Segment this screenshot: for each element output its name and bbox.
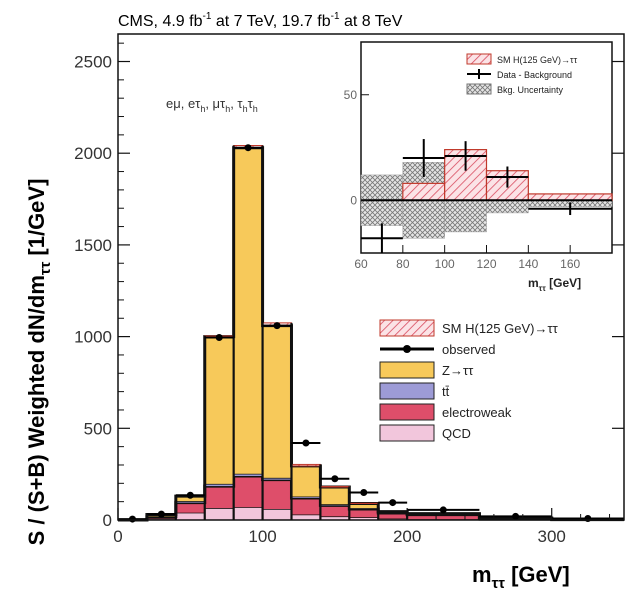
legend-label-2: Z→ττ: [442, 363, 474, 378]
inset-legend-swatch-0: [466, 53, 492, 65]
y-tick-label-4: 2000: [74, 144, 112, 163]
bar-qcd-5: [262, 508, 292, 520]
bar-electroweak-5: [262, 479, 292, 509]
bar-electroweak-6: [291, 497, 321, 515]
y-tick-label-2: 1000: [74, 328, 112, 347]
x-axis-label: mττ [GeV]: [472, 562, 570, 590]
y-axis-label: S / (S+B) Weighted dN/dmττ [1/GeV]: [24, 179, 54, 546]
x-tick-label-2: 200: [393, 527, 421, 546]
legend: SM H(125 GeV)→ττ observed Z→ττ tt̄ electrowe…: [379, 319, 559, 442]
bar-qcd-6: [291, 514, 321, 520]
legend-swatch-4: [379, 403, 435, 421]
inset-legend-label-1: Data - Background: [497, 70, 572, 80]
legend-label-4: electroweak: [442, 405, 512, 420]
inset-plot: 0 50 60 80 100 120 140 160 mττ [GeV] SM H(125 GeV…: [344, 41, 613, 293]
legend-observed-marker: [403, 345, 411, 353]
legend-swatch-0: [379, 319, 435, 337]
inset-signal-1: [402, 182, 446, 201]
bar-z-6: [291, 465, 321, 497]
observed-points: [118, 144, 624, 523]
observed-point-9: [389, 499, 397, 507]
observed-point-8: [360, 488, 368, 496]
observed-point-3: [215, 334, 223, 342]
inset-x-tick-label-2: 100: [435, 257, 455, 271]
observed-point-1: [157, 510, 165, 518]
observed-point-0: [128, 515, 136, 523]
observed-point-11: [512, 512, 520, 520]
bar-tt-3: [204, 483, 234, 487]
inset-y-tick-label-0: 0: [350, 193, 357, 207]
bar-z-7: [320, 486, 350, 505]
bar-electroweak-7: [320, 505, 350, 517]
y-tick-label-5: 2500: [74, 53, 112, 72]
observed-point-2: [186, 491, 194, 499]
legend-label-0: SM H(125 GeV)→ττ: [442, 321, 559, 336]
legend-swatch-5: [379, 424, 435, 442]
bar-z-5: [262, 325, 292, 478]
inset-legend-swatch-2: [466, 83, 492, 95]
observed-point-7: [331, 475, 339, 483]
bar-z-4: [233, 147, 263, 474]
observed-point-10: [439, 506, 447, 514]
inset-x-tick-label-1: 80: [396, 257, 410, 271]
bar-qcd-3: [204, 508, 234, 520]
chart-title: CMS, 4.9 fb-1 at 7 TeV, 19.7 fb-1 at 8 T…: [118, 11, 403, 30]
bar-z-8: [349, 503, 379, 509]
legend-swatch-2: [379, 361, 435, 379]
bar-qcd-7: [320, 516, 350, 520]
bar-electroweak-10: [407, 514, 480, 520]
bar-tt-4: [233, 473, 263, 476]
x-tick-label-1: 100: [248, 527, 276, 546]
legend-label-1: observed: [442, 342, 495, 357]
x-tick-label-0: 0: [113, 527, 122, 546]
bar-tt-5: [262, 477, 292, 480]
bar-qcd-8: [349, 517, 379, 520]
observed-point-4: [244, 144, 252, 152]
inset-legend-label-2: Bkg. Uncertainty: [497, 85, 564, 95]
legend-label-3: tt̄: [442, 384, 450, 399]
inset-x-tick-label-3: 120: [476, 257, 496, 271]
inset-legend-label-0: SM H(125 GeV)→ττ: [497, 55, 578, 65]
channels-label: eμ, eτh, μτh, τhτh: [166, 96, 258, 114]
bar-z-3: [204, 336, 234, 484]
y-tick-label-3: 1500: [74, 236, 112, 255]
inset-x-tick-label-0: 60: [354, 257, 368, 271]
inset-x-tick-label-4: 140: [518, 257, 538, 271]
plot-frame: [117, 33, 625, 521]
bar-qcd-2: [175, 512, 205, 520]
y-tick-label-1: 500: [84, 419, 112, 438]
x-tick-label-3: 300: [538, 527, 566, 546]
bar-smh125gev-6: [290, 463, 321, 467]
observed-point-6: [302, 439, 310, 447]
y-tick-label-0: 0: [103, 511, 112, 530]
inset-y-tick-label-1: 50: [344, 88, 358, 102]
legend-label-5: QCD: [442, 426, 471, 441]
bar-electroweak-3: [204, 486, 234, 509]
bar-electroweak-4: [233, 475, 263, 508]
bar-electroweak-8: [349, 508, 379, 518]
bar-electroweak-9: [378, 513, 408, 519]
observed-point-12: [584, 515, 592, 523]
inset-x-axis-label: mττ [GeV]: [528, 276, 581, 293]
bar-smh125gev-7: [319, 485, 350, 488]
legend-swatch-3: [379, 382, 435, 400]
observed-point-5: [273, 322, 281, 330]
bar-electroweak-2: [175, 502, 205, 513]
bar-qcd-4: [233, 507, 263, 520]
inset-x-tick-label-5: 160: [560, 257, 580, 271]
